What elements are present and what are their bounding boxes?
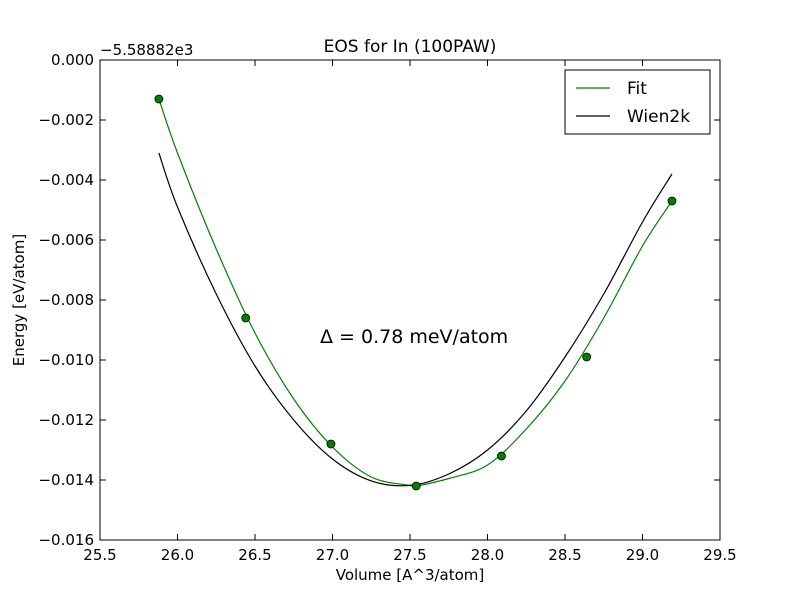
chart-title: EOS for In (100PAW) <box>324 37 497 57</box>
y-tick-label: −0.016 <box>38 531 94 549</box>
y-offset-label: −5.58882e3 <box>100 41 193 59</box>
axis-ticks: 25.5 26.0 26.5 27.0 27.5 28.0 28.5 29.0 29.5 0.00… <box>38 51 736 564</box>
y-tick-label: −0.012 <box>38 411 94 429</box>
legend-label-fit: Fit <box>627 79 647 99</box>
x-tick-label: 28.5 <box>548 546 581 564</box>
y-tick-label: 0.000 <box>51 51 94 69</box>
legend: Fit Wien2k <box>564 69 711 135</box>
x-tick-label: 27.0 <box>316 546 349 564</box>
data-point <box>667 196 677 206</box>
plot-background <box>100 60 720 540</box>
data-point <box>154 94 164 104</box>
x-tick-label: 26.5 <box>238 546 271 564</box>
y-tick-label: −0.014 <box>38 471 94 489</box>
y-tick-label: −0.006 <box>38 231 94 249</box>
x-tick-label: 27.5 <box>393 546 426 564</box>
data-point <box>582 352 592 362</box>
y-tick-label: −0.002 <box>38 111 94 129</box>
plot-frame <box>99 59 721 541</box>
y-tick-label: −0.008 <box>38 291 94 309</box>
x-tick-label: 29.0 <box>626 546 659 564</box>
data-point <box>497 451 506 461</box>
data-point <box>241 313 251 323</box>
legend-label-wien2k: Wien2k <box>627 107 690 127</box>
x-tick-label: 28.0 <box>471 546 504 564</box>
data-point <box>411 481 421 491</box>
x-tick-label: 25.5 <box>83 546 116 564</box>
x-axis-label: Volume [A^3/atom] <box>336 566 485 584</box>
delta-annotation: Δ = 0.78 meV/atom <box>320 326 508 348</box>
y-axis-label: Energy [eV/atom] <box>10 234 28 366</box>
y-tick-label: −0.004 <box>38 171 94 189</box>
legend-box <box>564 69 711 135</box>
data-points <box>154 94 677 491</box>
y-tick-label: −0.010 <box>38 351 94 369</box>
x-tick-label: 29.5 <box>703 546 736 564</box>
x-tick-label: 26.0 <box>161 546 194 564</box>
data-point <box>326 439 336 449</box>
series-line-wien2k <box>158 152 673 487</box>
